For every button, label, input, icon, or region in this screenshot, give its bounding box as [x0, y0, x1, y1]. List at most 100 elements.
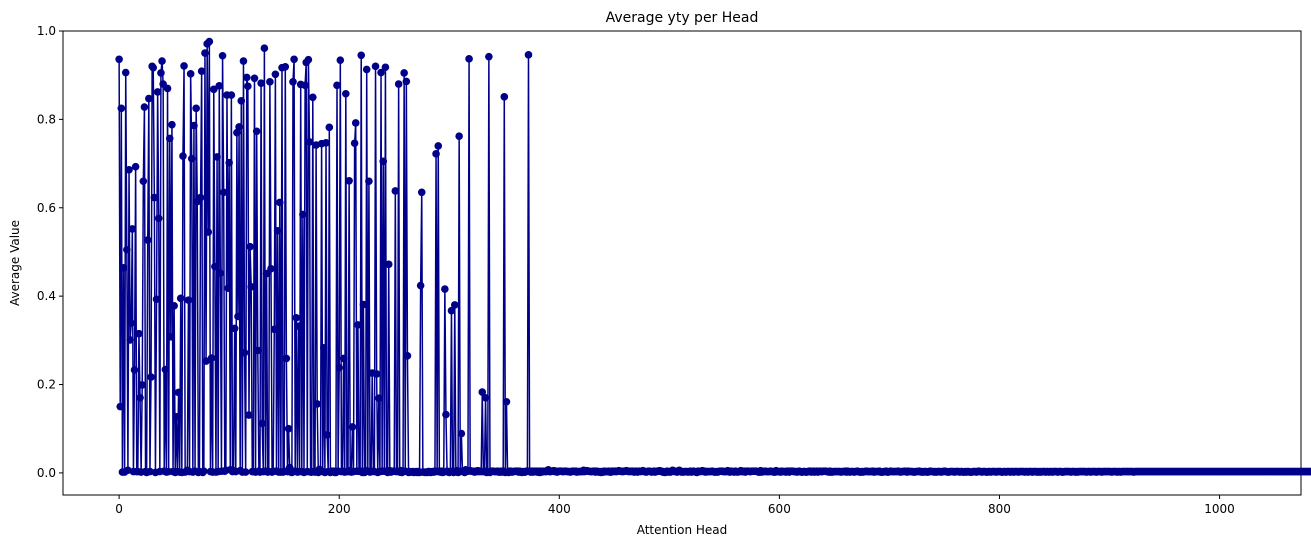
data-point [309, 93, 317, 102]
data-point [135, 329, 143, 338]
data-point [266, 78, 274, 86]
data-point [240, 348, 249, 357]
data-point [339, 354, 348, 363]
y-tick-label: 0.2 [37, 378, 56, 392]
data-point [174, 388, 183, 397]
data-point [116, 402, 125, 411]
x-tick-label: 0 [115, 502, 123, 516]
data-point [234, 312, 242, 321]
data-point [333, 81, 341, 90]
data-point [384, 260, 393, 269]
data-point [345, 177, 353, 185]
data-point [320, 344, 328, 352]
data-point [247, 283, 255, 291]
data-point [241, 468, 250, 476]
data-point [186, 70, 195, 78]
data-point [379, 157, 388, 166]
data-point [154, 214, 163, 223]
data-point [126, 336, 134, 344]
y-axis: 0.0 0.2 0.4 0.6 0.8 1.0 [37, 24, 63, 480]
data-point [375, 394, 383, 403]
data-point [323, 431, 331, 439]
data-point [176, 294, 185, 303]
data-point [481, 393, 490, 402]
data-point [289, 78, 297, 86]
data-point [485, 52, 493, 61]
data-point [348, 423, 357, 431]
data-point [282, 354, 291, 363]
data-point [224, 284, 232, 292]
data-point [351, 119, 360, 127]
data-point [128, 225, 137, 233]
y-tick-label: 0.6 [37, 201, 56, 215]
data-point [325, 123, 334, 132]
data-point [299, 210, 307, 219]
data-point [216, 269, 225, 277]
data-point [235, 123, 243, 131]
data-point [163, 84, 172, 93]
data-point [158, 57, 166, 65]
data-point [284, 424, 293, 433]
data-point [227, 91, 236, 99]
x-tick-label: 800 [988, 502, 1011, 516]
data-point [200, 467, 208, 475]
data-point [372, 370, 381, 378]
data-point [192, 104, 200, 113]
data-point [252, 127, 261, 136]
data-point [184, 296, 193, 304]
data-point [350, 139, 359, 148]
chart-title: Average yty per Head [606, 10, 759, 26]
data-point [292, 314, 301, 322]
data-point [161, 365, 170, 374]
data-point [434, 142, 443, 150]
data-point [225, 158, 233, 167]
data-point [305, 138, 314, 146]
data-point [196, 193, 205, 202]
y-axis-label: Average Value [8, 220, 22, 306]
data-point [441, 285, 449, 293]
data-point [403, 352, 412, 360]
data-point [381, 63, 390, 72]
data-point [336, 56, 345, 64]
data-point [147, 373, 155, 381]
data-point [233, 128, 241, 137]
data-point [207, 354, 216, 362]
data-point [275, 198, 284, 207]
data-point [450, 301, 459, 309]
data-point [209, 85, 218, 94]
x-tick-label: 200 [328, 502, 351, 516]
data-point [237, 97, 246, 105]
data-point [119, 264, 128, 272]
data-point [145, 94, 153, 103]
data-point [123, 245, 131, 254]
data-point [201, 49, 209, 57]
data-point [219, 188, 228, 197]
data-point [152, 295, 161, 304]
data-point [290, 55, 298, 64]
data-point [230, 324, 239, 333]
y-tick-label: 1.0 [37, 24, 56, 38]
x-axis-label: Attention Head [637, 523, 728, 537]
data-point [170, 302, 178, 310]
data-point [359, 300, 368, 309]
data-point [478, 388, 487, 396]
data-point [245, 411, 253, 419]
data-point [242, 73, 251, 82]
data-point [273, 226, 282, 235]
data-point [131, 162, 140, 171]
x-tick-label: 1000 [1204, 502, 1235, 516]
data-point [246, 242, 254, 251]
data-point [262, 269, 271, 278]
data-point [149, 63, 158, 72]
data-point [258, 419, 266, 428]
data-point [165, 134, 174, 143]
data-point [204, 228, 213, 236]
y-tick-label: 0.4 [37, 289, 56, 303]
data-point [271, 70, 280, 79]
data-point [239, 57, 248, 65]
data-point [143, 236, 152, 244]
data-point [260, 44, 269, 53]
data-point [371, 62, 380, 71]
data-point [294, 322, 303, 330]
